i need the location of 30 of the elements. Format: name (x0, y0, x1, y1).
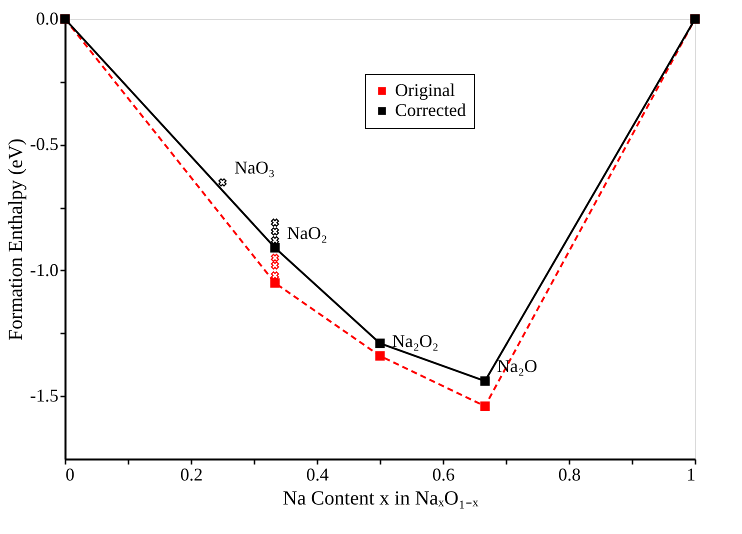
x-tick-label: 0.2 (180, 464, 203, 484)
legend-label: Corrected (395, 100, 466, 120)
y-tick-label: 0.0 (36, 8, 58, 28)
x-tick-label: 0.8 (558, 464, 581, 484)
point (480, 376, 490, 386)
point (270, 278, 280, 288)
annotation: NaO₂ (286, 222, 328, 243)
annotation: Na₂O (497, 356, 538, 376)
x-tick-label: 1 (686, 464, 696, 484)
y-tick-label: -1.5 (30, 386, 58, 406)
x-axis-title: Na Content x in NaₓO₁₋ₓ (282, 488, 478, 510)
annotation: Na₂O₂ (392, 330, 439, 351)
point (270, 254, 280, 262)
annotation: NaO₃ (234, 157, 275, 178)
y-tick-label: -1.0 (30, 260, 58, 280)
x-tick-label: 0 (66, 464, 74, 484)
point (218, 178, 227, 187)
y-axis-title: Formation Enthalpy (eV) (5, 138, 28, 341)
point (270, 227, 280, 236)
point (480, 401, 490, 411)
legend-label: Original (395, 80, 455, 100)
point (270, 218, 280, 227)
point (270, 261, 280, 270)
x-tick-label: 0.4 (306, 464, 329, 484)
point (270, 243, 280, 253)
point (270, 236, 280, 244)
point (375, 351, 385, 361)
y-tick-label: -0.5 (30, 134, 58, 154)
point (375, 338, 385, 348)
x-tick-label: 0.6 (432, 464, 455, 484)
